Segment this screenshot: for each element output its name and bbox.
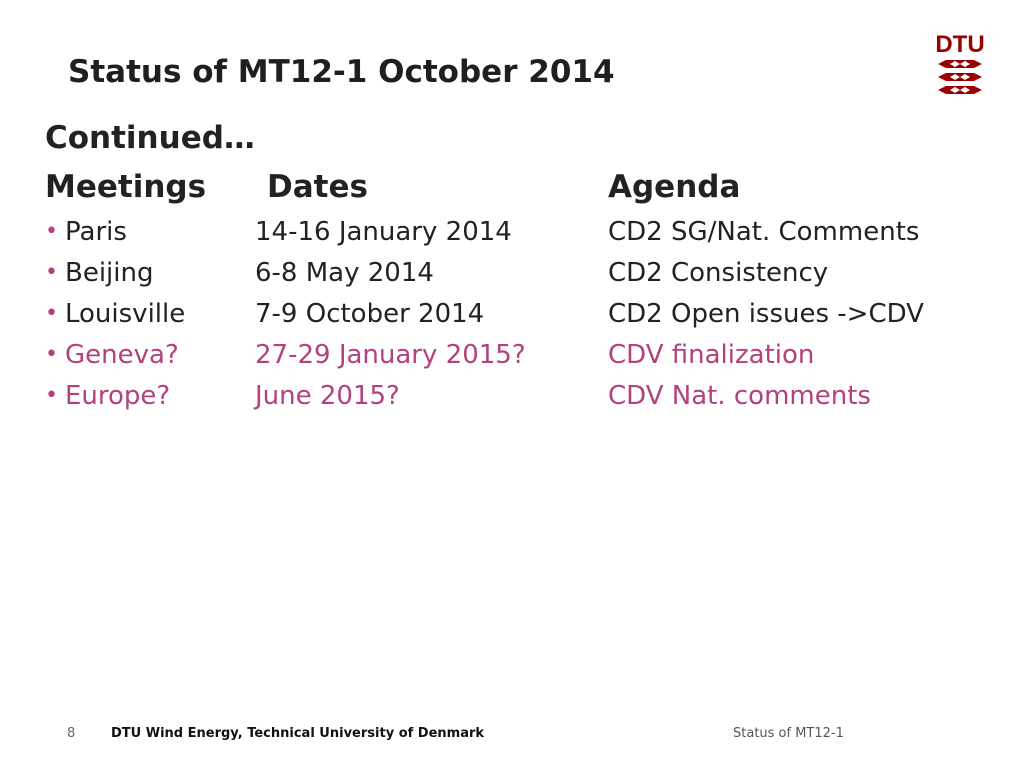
continued-heading: Continued…	[45, 120, 255, 156]
bullet-icon: •	[45, 342, 58, 367]
dtu-logo: DTU	[936, 31, 984, 94]
meeting-name: Europe?	[65, 381, 171, 411]
meeting-agenda: CDV Nat. comments	[608, 381, 871, 411]
meeting-agenda: CD2 Consistency	[608, 258, 829, 288]
meeting-date: 6-8 May 2014	[255, 258, 434, 288]
meeting-name: Paris	[65, 217, 127, 247]
meeting-row: • Beijing 6-8 May 2014 CD2 Consistency	[0, 255, 1024, 296]
meeting-row: • Geneva? 27-29 January 2015? CDV finali…	[0, 337, 1024, 378]
meeting-date: June 2015?	[255, 381, 400, 411]
bullet-icon: •	[45, 383, 58, 408]
meeting-agenda: CDV finalization	[608, 340, 815, 370]
meeting-date: 7-9 October 2014	[255, 299, 485, 329]
meeting-name: Beijing	[65, 258, 154, 288]
meeting-agenda: CD2 Open issues ->CDV	[608, 299, 924, 329]
svg-text:DTU: DTU	[936, 31, 984, 58]
meeting-date: 27-29 January 2015?	[255, 340, 526, 370]
bullet-icon: •	[45, 301, 58, 326]
meeting-agenda: CD2 SG/Nat. Comments	[608, 217, 920, 247]
agenda-header: Agenda	[608, 169, 741, 205]
meeting-row: • Paris 14-16 January 2014 CD2 SG/Nat. C…	[0, 214, 1024, 255]
page-number: 8	[67, 726, 76, 741]
footer-organization: DTU Wind Energy, Technical University of…	[111, 726, 485, 741]
meeting-name: Geneva?	[65, 340, 179, 370]
meeting-row: • Europe? June 2015? CDV Nat. comments	[0, 378, 1024, 419]
bullet-icon: •	[45, 219, 58, 244]
meeting-row: • Louisville 7-9 October 2014 CD2 Open i…	[0, 296, 1024, 337]
meeting-date: 14-16 January 2014	[255, 217, 512, 247]
meeting-name: Louisville	[65, 299, 186, 329]
meeting-list: • Paris 14-16 January 2014 CD2 SG/Nat. C…	[0, 214, 1024, 419]
slide-title: Status of MT12-1 October 2014	[68, 54, 615, 90]
dates-header: Dates	[267, 169, 368, 205]
footer-presentation-title: Status of MT12-1	[733, 726, 844, 741]
meetings-header: Meetings	[45, 169, 207, 205]
bullet-icon: •	[45, 260, 58, 285]
